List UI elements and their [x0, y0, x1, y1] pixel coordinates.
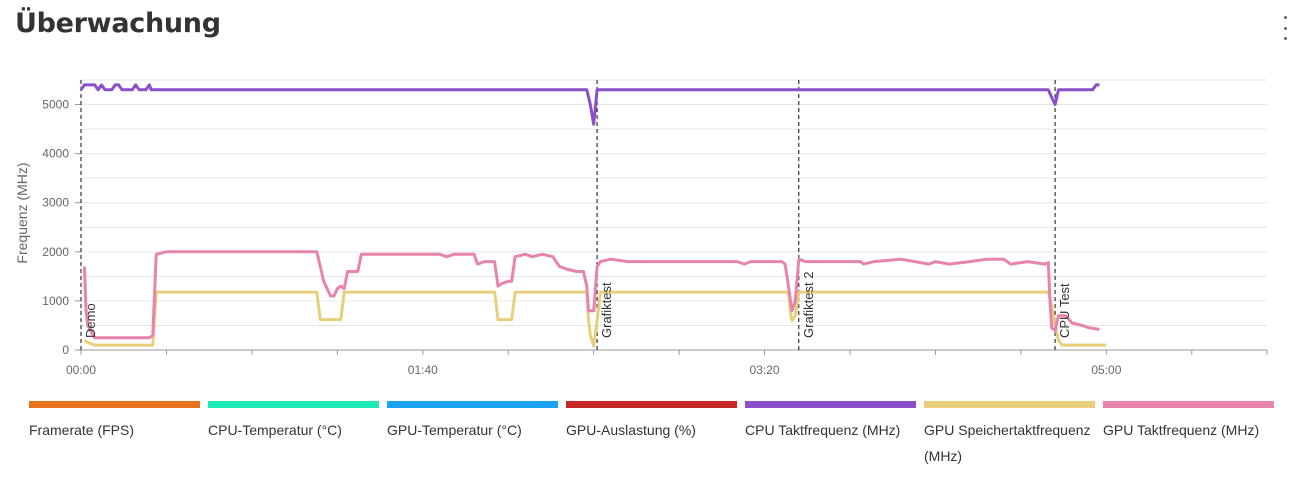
y-tick-label: 5000 [42, 98, 69, 112]
legend-swatch [745, 401, 916, 408]
legend-swatch [924, 401, 1095, 408]
series-line [82, 250, 1100, 340]
legend-swatch [566, 401, 737, 408]
legend-swatch [1103, 401, 1274, 408]
x-tick-label: 05:00 [1091, 363, 1121, 377]
legend-swatch [208, 401, 379, 408]
y-tick-label: 3000 [42, 196, 69, 210]
legend-label: GPU-Auslastung (%) [566, 422, 696, 438]
legend-label: GPU-Temperatur (°C) [387, 422, 522, 438]
more-vertical-icon [1283, 16, 1287, 19]
legend-item[interactable]: CPU-Temperatur (°C) [208, 401, 387, 481]
event-marker-label: Grafiktest [599, 282, 614, 338]
legend-item[interactable]: CPU Taktfrequenz (MHz) [745, 401, 924, 481]
legend-item[interactable]: Framerate (FPS) [29, 401, 208, 481]
legend-label: CPU Taktfrequenz (MHz) [745, 422, 901, 438]
more-vertical-icon-dot [1283, 26, 1287, 30]
series-line [83, 290, 1107, 348]
legend-item[interactable]: GPU Speichertaktfrequenz (MHz) [924, 401, 1103, 481]
legend-item[interactable]: GPU-Temperatur (°C) [387, 401, 566, 481]
legend-swatch [29, 401, 200, 408]
more-options-button[interactable] [1279, 16, 1291, 40]
frequency-chart: 0 1000 2000 3000 4000 5000 00:00 01:40 03:20 05:0… [14, 79, 1268, 377]
legend-item[interactable]: GPU-Auslastung (%) [566, 401, 745, 481]
y-tick-label: 1000 [42, 294, 69, 308]
legend-label: Framerate (FPS) [29, 422, 135, 438]
x-tick-label: 00:00 [66, 363, 96, 377]
y-tick-label: 2000 [42, 245, 69, 259]
x-tick-label: 03:20 [750, 363, 780, 377]
y-tick-label: 4000 [42, 147, 69, 161]
legend-label: GPU Taktfrequenz (MHz) [1103, 422, 1260, 438]
y-tick-label: 0 [62, 343, 69, 357]
chart-legend: Framerate (FPS) CPU-Temperatur (°C) GPU-Te… [29, 401, 1282, 481]
legend-label: GPU Speichertaktfrequenz (MHz) [924, 422, 1091, 464]
event-marker-label: Demo [83, 303, 98, 338]
legend-item[interactable]: GPU Taktfrequenz (MHz) [1103, 401, 1282, 481]
series-line [79, 83, 1100, 126]
legend-label: CPU-Temperatur (°C) [208, 422, 342, 438]
event-marker-label: Grafiktest 2 [801, 272, 816, 338]
legend-swatch [387, 401, 558, 408]
y-axis-title: Frequenz (MHz) [14, 162, 30, 263]
more-vertical-icon-dot [1283, 37, 1287, 40]
event-marker-label: CPU Test [1057, 283, 1072, 338]
x-tick-label: 01:40 [408, 363, 438, 377]
page-title: Überwachung [15, 8, 221, 39]
